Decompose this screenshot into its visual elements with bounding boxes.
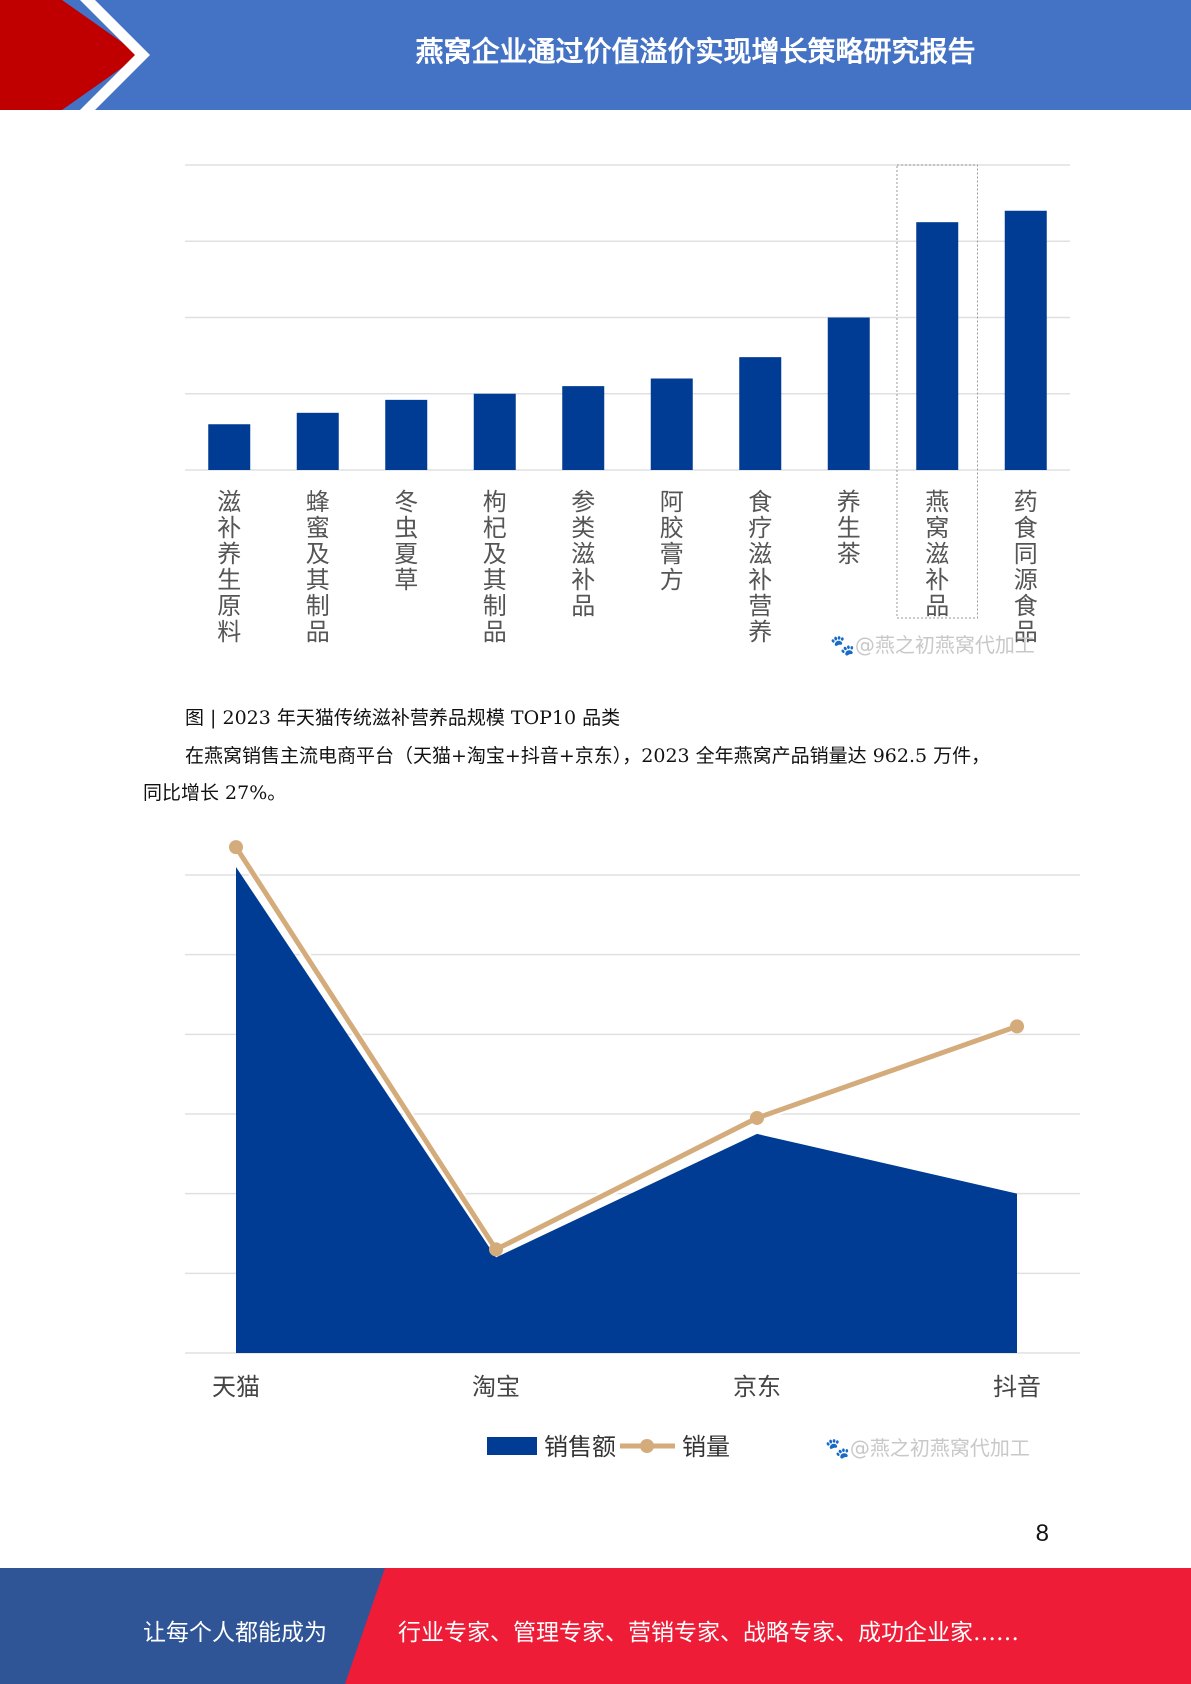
category-label: 抖音	[993, 1373, 1041, 1401]
header-title: 燕窝企业通过价值溢价实现增长策略研究报告	[415, 35, 976, 68]
bar	[473, 393, 516, 470]
category-label: 冬虫夏草	[394, 488, 418, 594]
bar	[1004, 210, 1047, 470]
figure-caption: 图 | 2023 年天猫传统滋补营养品规模 TOP10 品类	[185, 707, 621, 729]
bar	[385, 399, 428, 470]
category-label: 燕窝滋补品	[925, 488, 949, 620]
category-label: 养生茶	[837, 488, 861, 568]
page-header: 燕窝企业通过价值溢价实现增长策略研究报告	[0, 0, 1191, 110]
header-arrow-decoration	[0, 0, 150, 110]
bar	[827, 317, 870, 470]
page-number: 8	[1035, 1520, 1049, 1547]
category-label: 参类滋补品	[571, 488, 595, 620]
category-label: 食疗滋补营养	[748, 488, 772, 646]
category-label: 阿胶膏方	[660, 488, 684, 594]
bar	[739, 357, 782, 470]
bar-chart-tmall-top10: 滋补养生原料 蜂蜜及其制品 冬虫夏草 枸杞及其制品 参类滋补品 阿胶膏方 食疗滋补营养 养生茶…	[185, 164, 1070, 657]
bar	[296, 412, 339, 470]
sales-volume-point	[489, 1242, 503, 1257]
footer-slogan-right: 行业专家、管理专家、营销专家、战略专家、成功企业家……	[398, 1620, 1019, 1646]
category-label: 药食同源食品	[1014, 488, 1038, 646]
category-label: 天猫	[212, 1373, 260, 1401]
paragraph-line-1: 在燕窝销售主流电商平台（天猫+淘宝+抖音+京东），2023 全年燕窝产品销量达 …	[185, 745, 991, 767]
bar	[650, 378, 693, 470]
sales-amount-area	[236, 867, 1017, 1353]
sales-volume-point	[229, 840, 243, 855]
bar	[916, 222, 959, 470]
paragraph-line-2: 同比增长 27%。	[143, 782, 287, 804]
sales-volume-line	[233, 845, 1018, 1253]
page-footer	[0, 1568, 1191, 1684]
category-label: 淘宝	[472, 1373, 520, 1401]
category-label: 枸杞及其制品	[483, 488, 507, 646]
category-label: 京东	[733, 1373, 781, 1401]
category-label: 蜂蜜及其制品	[306, 488, 330, 646]
watermark: 🐾@燕之初燕窝代加工	[830, 633, 1035, 657]
watermark: 🐾@燕之初燕窝代加工	[825, 1436, 1030, 1460]
bar	[562, 386, 605, 470]
legend-label-sales-volume: 销量	[682, 1433, 730, 1461]
legend-swatch-sales-amount	[487, 1437, 537, 1455]
legend-label-sales-amount: 销售额	[544, 1433, 616, 1461]
sales-volume-point	[750, 1110, 764, 1125]
category-label: 滋补养生原料	[217, 488, 241, 646]
sales-volume-point	[1010, 1019, 1024, 1034]
bar	[208, 424, 251, 470]
highlight-box	[896, 164, 978, 619]
footer-background	[0, 1568, 1191, 1684]
footer-slogan-left: 让每个人都能成为	[143, 1620, 327, 1646]
legend-swatch-sales-volume-dot	[640, 1439, 654, 1453]
